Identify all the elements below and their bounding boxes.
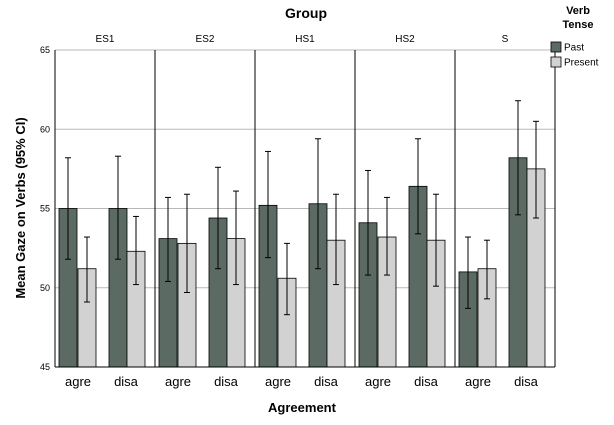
legend-swatch-past [550,41,562,53]
x-tick-label: disa [214,374,239,389]
x-tick-label: agre [365,374,391,389]
y-tick-label: 45 [40,362,50,372]
x-tick-label: agre [265,374,291,389]
panel-label: ES1 [96,34,115,45]
y-tick-label: 60 [40,124,50,134]
panel-label: HS2 [395,34,415,45]
y-tick-label: 50 [40,283,50,293]
x-tick-label: disa [414,374,439,389]
legend-swatch-present [550,56,562,68]
facet-panels: ES1 ES2 HS1 HS2 S [54,34,556,367]
y-axis-label: Mean Gaze on Verbs (95% CI) [13,117,28,298]
x-tick-label: agre [165,374,191,389]
error-bars [65,100,539,316]
x-tick-label: disa [514,374,539,389]
legend: Verb Tense Past Present [550,5,599,69]
x-tick-label: agre [465,374,491,389]
x-tick-label: agre [65,374,91,389]
axes: 45 50 55 60 65 agre disa agre disa agre disa agre di… [40,45,555,389]
legend-title: Verb [566,5,590,17]
legend-label-past: Past [564,43,584,54]
legend-title: Tense [563,19,594,31]
legend-label-present: Present [564,58,599,69]
chart-title: Group [285,5,327,21]
x-tick-label: disa [314,374,339,389]
y-tick-label: 65 [40,45,50,55]
panel-label: HS1 [295,34,315,45]
y-tick-label: 55 [40,204,50,214]
panel-label: ES2 [196,34,215,45]
x-axis-label: Agreement [268,400,337,415]
panel-label: S [502,34,509,45]
x-tick-label: disa [114,374,139,389]
bars [58,157,546,368]
